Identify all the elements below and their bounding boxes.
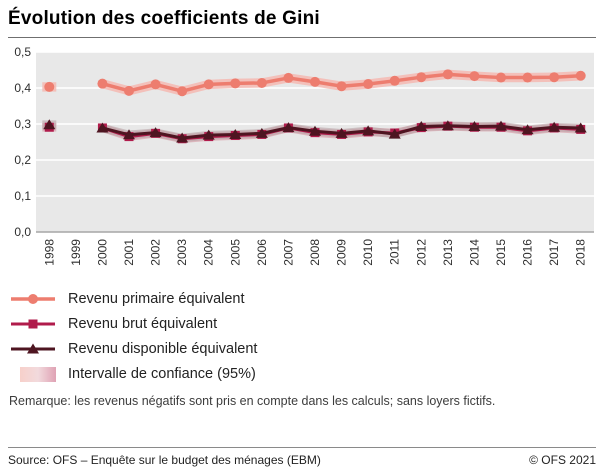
triangle-marker-icon — [282, 122, 295, 133]
circle-marker-icon — [310, 76, 320, 87]
footer-divider — [8, 447, 596, 448]
square-legend-sample-icon — [10, 316, 56, 332]
y-tick-label: 0,4 — [14, 81, 31, 95]
source-text: Source: OFS – Enquête sur le budget des … — [8, 453, 321, 467]
triangle-marker-icon — [335, 127, 348, 138]
x-tick-label: 2003 — [175, 239, 189, 266]
y-tick-label: 0,5 — [14, 45, 31, 59]
circle-marker-icon — [150, 79, 161, 90]
triangle-marker-icon — [27, 343, 39, 354]
triangle-marker-icon — [548, 121, 561, 132]
x-tick-label: 2013 — [441, 239, 455, 266]
circle-marker-icon — [283, 72, 294, 83]
x-tick-label: 2015 — [494, 239, 508, 266]
circle-marker-icon — [469, 71, 480, 82]
legend-label: Intervalle de confiance (95%) — [68, 366, 256, 382]
legend-label: Revenu primaire équivalent — [68, 291, 245, 307]
y-tick-label: 0,0 — [14, 225, 31, 239]
triangle-marker-icon — [229, 128, 242, 139]
x-tick-label: 2002 — [149, 239, 163, 266]
triangle-marker-icon — [123, 129, 135, 140]
triangle-marker-icon — [468, 121, 481, 132]
footer: Source: OFS – Enquête sur le budget des … — [8, 447, 596, 467]
confidence-swatch-icon — [10, 366, 56, 382]
triangle-marker-icon — [43, 119, 56, 130]
triangle-marker-icon — [202, 129, 215, 140]
x-tick-label: 1999 — [69, 239, 83, 266]
x-tick-label: 2011 — [388, 239, 402, 265]
circle-marker-icon — [44, 81, 55, 92]
circle-marker-icon — [203, 79, 214, 90]
triangle-marker-icon — [521, 124, 534, 135]
circle-marker-icon — [256, 77, 267, 88]
circle-marker-icon — [363, 79, 374, 90]
triangle-marker-icon — [495, 120, 507, 131]
circle-marker-icon — [124, 85, 134, 96]
title-divider — [8, 37, 596, 38]
legend-label: Revenu brut équivalent — [68, 316, 218, 332]
y-tick-label: 0,3 — [14, 117, 31, 131]
x-tick-label: 2005 — [228, 239, 242, 266]
circle-marker-icon — [575, 70, 586, 81]
legend-item-square: Revenu brut équivalent — [10, 316, 596, 332]
triangle-marker-icon — [309, 125, 321, 136]
x-tick-label: 2009 — [335, 239, 349, 266]
triangle-marker-icon — [441, 120, 454, 131]
circle-marker-icon — [416, 72, 427, 83]
legend-item-circle: Revenu primaire équivalent — [10, 291, 596, 307]
circle-marker-icon — [522, 72, 533, 83]
legend-item-triangle: Revenu disponible équivalent — [10, 341, 596, 357]
y-tick-label: 0,2 — [14, 153, 31, 167]
legend-item-confidence: Intervalle de confiance (95%) — [10, 366, 596, 382]
x-tick-label: 2001 — [122, 239, 136, 266]
chart-canvas: 0,0 0,1 0,2 0,3 0,4 0,5 1998 1999 2000 2001 2002 20… — [14, 45, 594, 266]
x-tick-label: 2006 — [255, 239, 269, 266]
x-tick-label: 2016 — [521, 239, 535, 266]
circle-marker-icon — [442, 69, 453, 80]
legend: Revenu primaire équivalent Revenu brut éq… — [10, 291, 596, 382]
triangle-legend-sample-icon — [10, 341, 56, 357]
legend-label: Revenu disponible équivalent — [68, 341, 258, 357]
circle-marker-icon — [496, 72, 506, 83]
triangle-marker-icon — [176, 132, 189, 143]
x-tick-label: 2012 — [414, 239, 428, 266]
circle-marker-icon — [230, 78, 241, 89]
circle-marker-icon — [389, 75, 400, 86]
triangle-marker-icon — [415, 121, 428, 132]
x-tick-label: 1998 — [42, 239, 56, 266]
chart-note: Remarque: les revenus négatifs sont pris… — [9, 394, 496, 408]
triangle-marker-icon — [574, 122, 587, 133]
triangle-marker-icon — [149, 127, 162, 138]
x-tick-label: 2008 — [308, 239, 322, 266]
circle-marker-icon — [97, 78, 108, 89]
triangle-marker-icon — [362, 125, 375, 136]
page-title: Évolution des coefficients de Gini — [8, 8, 320, 29]
circle-marker-icon — [28, 294, 38, 304]
triangle-marker-icon — [96, 122, 109, 133]
y-tick-label: 0,1 — [14, 189, 31, 203]
gini-line-chart: 0,0 0,1 0,2 0,3 0,4 0,5 1998 1999 2000 2001 2002 20… — [8, 44, 596, 281]
circle-marker-icon — [549, 72, 560, 83]
square-marker-icon — [28, 319, 38, 329]
triangle-marker-icon — [388, 128, 401, 139]
x-tick-label: 2017 — [547, 239, 561, 266]
x-tick-label: 2004 — [202, 239, 216, 266]
circle-marker-icon — [177, 86, 188, 97]
x-tick-label: 2014 — [467, 239, 481, 266]
x-tick-label: 2010 — [361, 239, 375, 266]
circle-marker-icon — [336, 81, 347, 92]
x-tick-label: 2007 — [281, 239, 295, 266]
triangle-marker-icon — [255, 127, 268, 138]
x-tick-label: 2000 — [95, 239, 109, 266]
copyright-text: © OFS 2021 — [529, 453, 596, 467]
x-tick-label: 2018 — [574, 239, 588, 266]
circle-legend-sample-icon — [10, 291, 56, 307]
